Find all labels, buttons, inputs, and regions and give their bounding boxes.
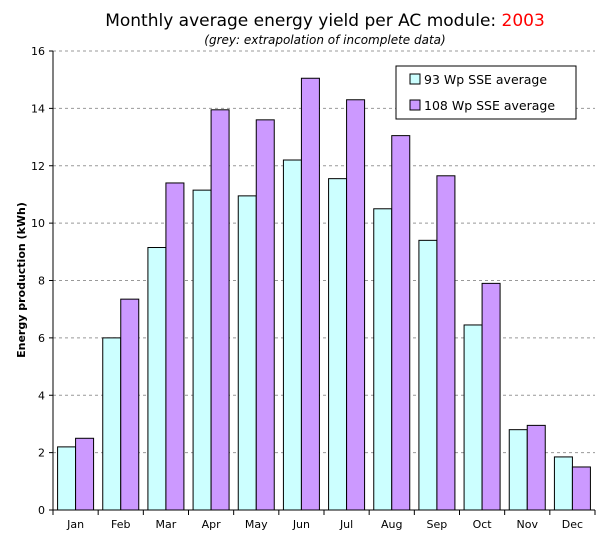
bars [57, 77, 591, 511]
x-tick-label: Feb [111, 518, 130, 531]
x-tick-label: Dec [562, 518, 583, 531]
legend-label-series-1: 93 Wp SSE average [424, 72, 547, 87]
axes [49, 50, 596, 515]
bar-series-2-mar [165, 182, 185, 511]
bar-series-2-may [255, 119, 275, 511]
x-tick-label: Sep [427, 518, 448, 531]
bar-series-2-nov [526, 424, 546, 511]
bar-series-1-aug [373, 208, 393, 511]
y-tick-labels: 0 2 4 6 8 10 12 14 16 [31, 45, 45, 517]
chart-title-main: Monthly average energy yield per AC modu… [105, 11, 501, 31]
y-tick-label: 16 [31, 45, 45, 58]
x-tick-label: Apr [202, 518, 222, 531]
bar-series-1-sep [418, 239, 438, 511]
x-tick-label: Jul [339, 518, 353, 531]
bar-series-1-feb [102, 337, 122, 511]
bar-series-2-jul [346, 99, 366, 511]
y-tick-label: 10 [31, 217, 45, 230]
bar-series-2-jun [300, 77, 320, 511]
bar-series-1-mar [147, 247, 167, 511]
bar-series-1-oct [463, 324, 483, 511]
y-tick-label: 6 [38, 332, 45, 345]
bar-series-1-apr [192, 189, 212, 511]
legend-swatch-series-1 [409, 73, 421, 85]
legend: 93 Wp SSE average 108 Wp SSE average [395, 65, 577, 120]
y-tick-label: 14 [31, 102, 45, 115]
grid-lines [53, 50, 595, 454]
bar-series-1-nov [508, 429, 528, 511]
x-tick-label: Jun [292, 518, 310, 531]
x-tick-label: Nov [517, 518, 539, 531]
bar-series-2-apr [210, 109, 230, 511]
x-tick-label: Mar [156, 518, 177, 531]
chart-subtitle: (grey: extrapolation of incomplete data) [204, 33, 445, 47]
x-tick-labels: Jan Feb Mar Apr May Jun Jul Aug Sep Oct Nov Dec [66, 518, 583, 531]
bar-series-1-dec [553, 456, 573, 511]
bar-series-2-jan [75, 437, 95, 511]
y-tick-label: 12 [31, 160, 45, 173]
bar-series-2-aug [391, 135, 411, 511]
bar-series-2-dec [571, 466, 591, 511]
bar-series-2-feb [120, 298, 140, 511]
chart-title-year: 2003 [502, 11, 545, 31]
legend-swatch-series-2 [409, 99, 421, 111]
legend-label-series-2: 108 Wp SSE average [424, 98, 555, 113]
chart-title: Monthly average energy yield per AC modu… [105, 11, 545, 31]
bar-series-1-may [237, 195, 257, 511]
x-tick-label: Aug [381, 518, 402, 531]
y-tick-label: 2 [38, 447, 45, 460]
x-tick-label: May [245, 518, 268, 531]
x-tick-label: Jan [66, 518, 84, 531]
y-axis-label: Energy production (kWh) [15, 202, 28, 358]
y-tick-label: 0 [38, 504, 45, 517]
bar-series-1-jan [57, 446, 77, 511]
y-tick-label: 8 [38, 275, 45, 288]
y-tick-label: 4 [38, 389, 45, 402]
legend-box [395, 65, 577, 120]
x-tick-label: Oct [473, 518, 493, 531]
bar-series-1-jul [328, 178, 348, 511]
bar-series-2-sep [436, 175, 456, 511]
bar-series-2-oct [481, 282, 501, 511]
bar-series-1-jun [282, 159, 302, 511]
